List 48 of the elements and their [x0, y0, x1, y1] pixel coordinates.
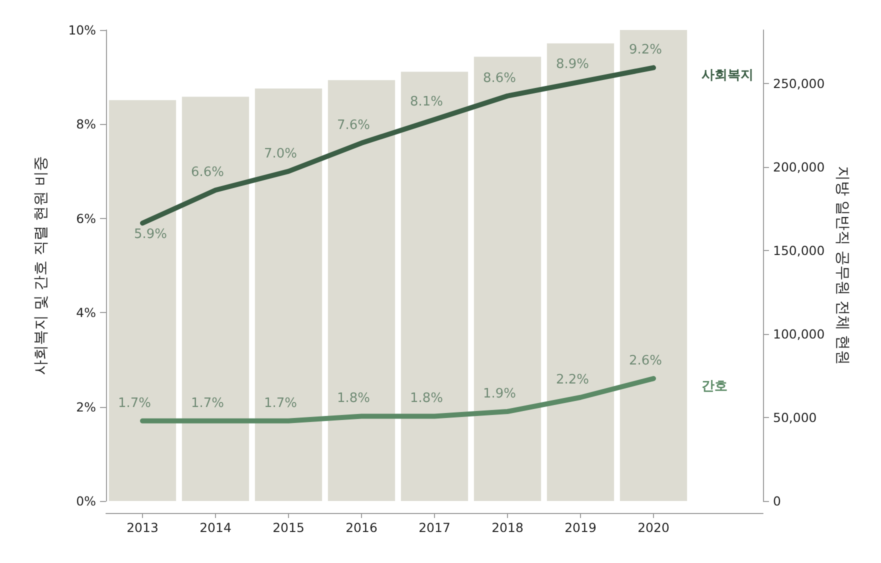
bar: [546, 43, 614, 501]
x-tick-label: 2014: [200, 520, 232, 535]
bar: [254, 88, 322, 501]
data-label: 1.7%: [118, 396, 152, 411]
bar: [620, 30, 688, 501]
bar: [182, 96, 250, 501]
data-label: 5.9%: [134, 227, 168, 242]
x-tick-label: 2017: [418, 520, 450, 535]
data-label: 7.0%: [264, 146, 298, 162]
y2-tick-label: 200,000: [773, 159, 825, 174]
bar: [400, 72, 468, 501]
y2-tick-label: 150,000: [773, 242, 825, 258]
data-label: 1.8%: [410, 391, 444, 406]
bar: [108, 100, 176, 501]
y2-tick-label: 0: [773, 494, 781, 508]
data-label: 1.7%: [190, 396, 224, 411]
y-axis-title: 사회복지 및 간호 직렬 현원 비중: [32, 156, 50, 375]
data-label: 8.6%: [482, 70, 516, 86]
y-tick-label: 8%: [76, 116, 96, 132]
data-label: 7.6%: [336, 118, 370, 134]
y-tick-label: 6%: [76, 210, 96, 226]
data-label: 6.6%: [190, 165, 224, 180]
y2-tick-label: 250,000: [773, 76, 825, 91]
text: 사회복지: [702, 68, 754, 84]
x-tick-label: 2015: [272, 520, 304, 535]
data-label: 8.1%: [410, 94, 444, 110]
data-label: 2.6%: [628, 354, 662, 369]
x-tick-label: 2013: [126, 520, 158, 535]
x-tick-label: 2020: [638, 520, 670, 535]
data-label: 2.2%: [556, 372, 590, 388]
data-label: 1.9%: [482, 386, 516, 402]
y2-tick-label: 100,000: [773, 326, 825, 342]
bar: [474, 56, 542, 501]
x-tick-label: 2019: [564, 520, 596, 535]
text: 간호: [702, 379, 728, 394]
y2-axis-title: 지방 일반직 공무원 전체 현원: [834, 166, 852, 366]
y2-tick-label: 50,000: [773, 410, 817, 425]
data-label: 9.2%: [628, 42, 662, 58]
x-tick-label: 2016: [346, 520, 378, 535]
y-tick-label: 4%: [76, 305, 96, 320]
y-tick-label: 2%: [76, 399, 96, 414]
y-tick-label: 0%: [76, 494, 96, 508]
bar: [328, 80, 396, 501]
data-label: 8.9%: [556, 56, 590, 72]
data-label: 1.8%: [336, 391, 370, 406]
x-tick-label: 2018: [492, 520, 524, 535]
data-label: 1.7%: [264, 396, 298, 411]
y-tick-label: 10%: [68, 22, 96, 38]
